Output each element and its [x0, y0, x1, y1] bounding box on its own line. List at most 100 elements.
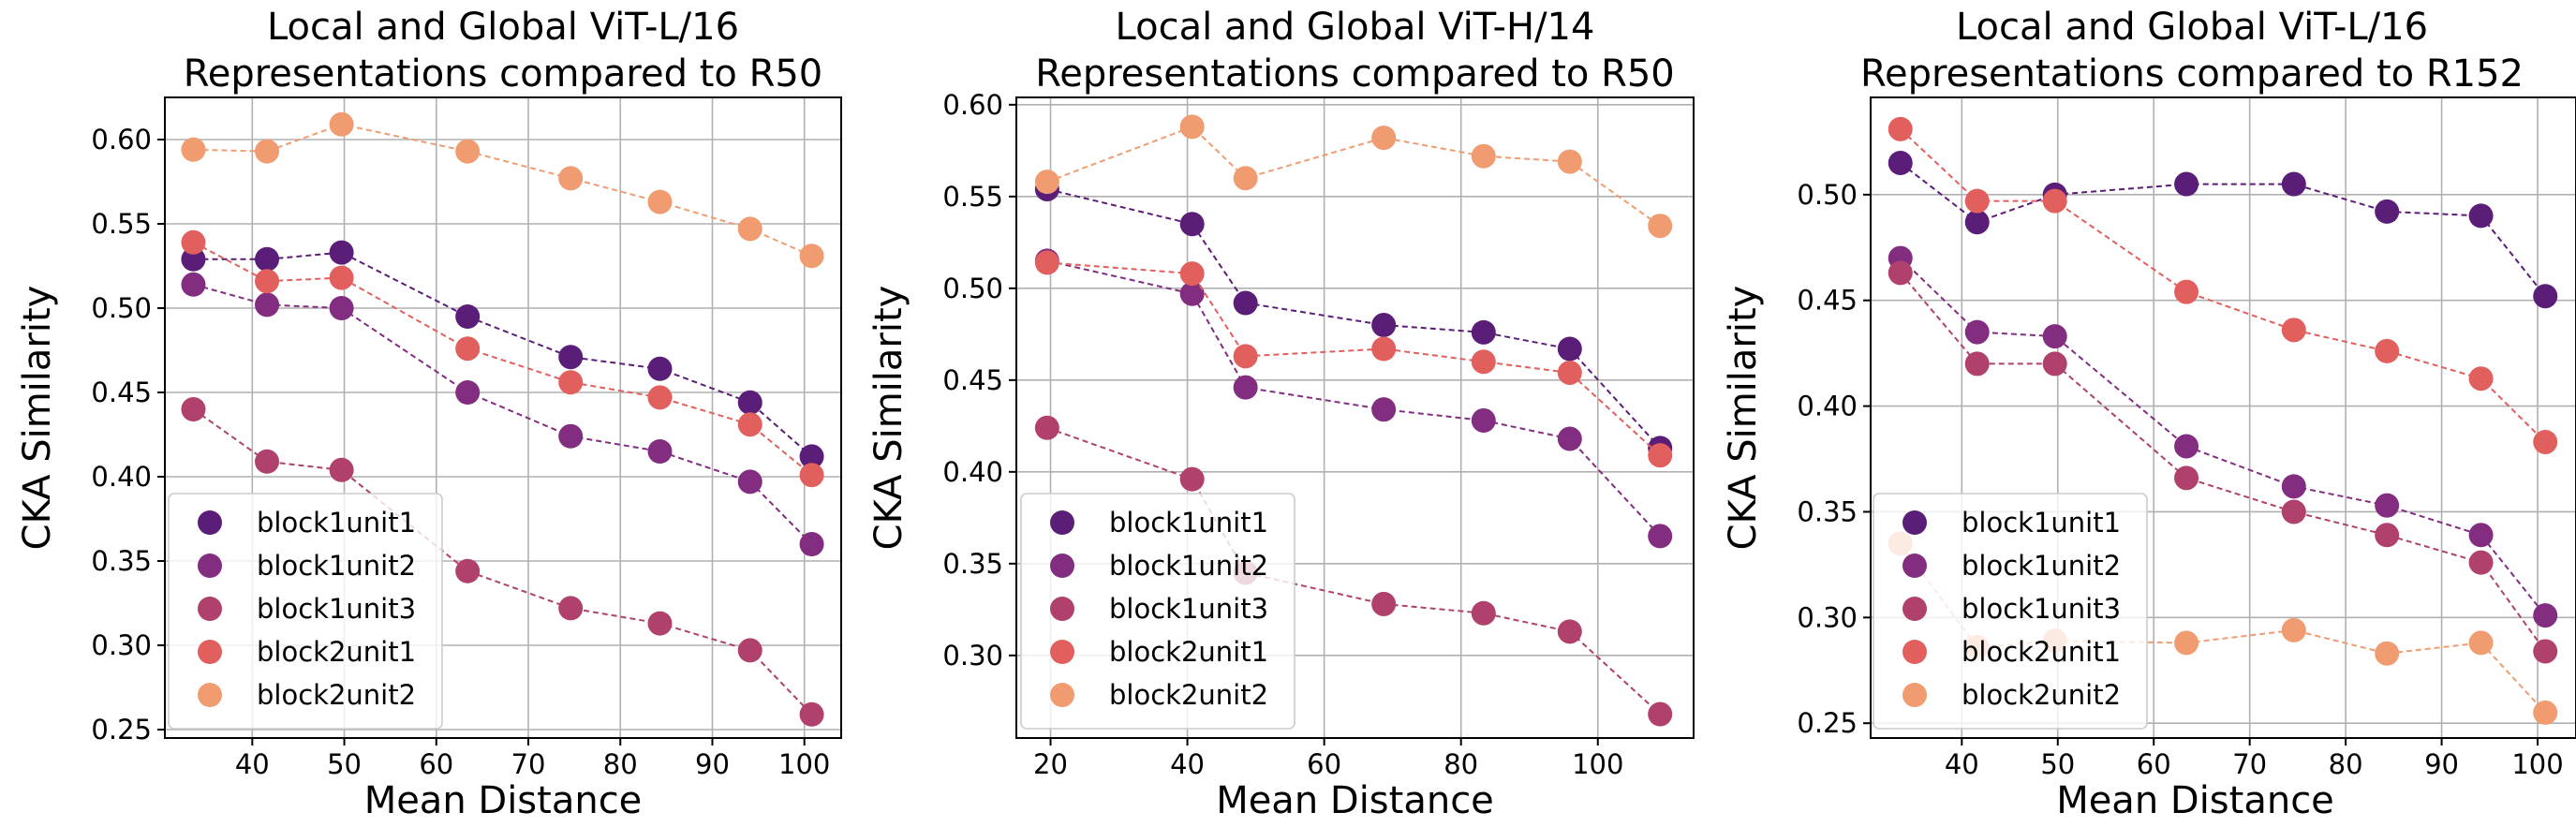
y-tick-label: 0.30: [1797, 601, 1858, 633]
data-point-block2unit2: [2281, 617, 2306, 642]
x-tick-label: 80: [1443, 748, 1478, 780]
data-point-block2unit1: [2042, 188, 2067, 214]
data-point-block1unit1: [1179, 212, 1205, 237]
data-point-block1unit2: [1233, 375, 1258, 400]
chart-panel-2: 20 40 60 80 100 0.30 0.35 0.40 0.45 0.50 0.55 0.60 M…: [867, 6, 1695, 822]
data-point-block1unit2: [1179, 281, 1205, 306]
y-tick-label: 0.40: [942, 456, 1003, 488]
legend-label-block2unit1: block2unit1: [1109, 636, 1268, 668]
x-tick-label: 70: [2232, 748, 2267, 780]
legend-label-block1unit1: block1unit1: [1962, 507, 2121, 539]
y-tick-label: 0.60: [942, 89, 1003, 121]
data-point-block1unit2: [1371, 397, 1397, 422]
data-point-block1unit1: [1371, 313, 1397, 338]
x-tick-label: 20: [1033, 748, 1068, 780]
data-point-block1unit1: [799, 444, 824, 469]
data-point-block1unit2: [737, 469, 762, 495]
x-tick-label: 50: [327, 748, 362, 780]
legend-marker-block1unit3: [198, 597, 222, 621]
y-tick-label: 0.45: [1797, 285, 1858, 317]
data-point-block1unit2: [2174, 434, 2199, 459]
legend-label-block2unit2: block2unit2: [257, 679, 416, 711]
data-point-block1unit3: [2533, 639, 2558, 664]
data-point-block1unit3: [2281, 499, 2306, 524]
x-tick-label: 80: [603, 748, 638, 780]
data-point-block1unit1: [1233, 290, 1258, 316]
series-line-block1unit1: [1900, 162, 2546, 297]
series-line-block1unit1: [193, 251, 813, 458]
data-point-block2unit1: [2533, 429, 2558, 454]
chart-title-line-1: Local and Global ViT-L/16: [267, 6, 739, 49]
data-point-block1unit1: [1964, 210, 1990, 235]
data-point-block1unit2: [329, 296, 354, 320]
data-point-block1unit3: [1371, 591, 1397, 616]
series-line-block1unit2: [193, 283, 813, 545]
legend-label-block2unit1: block2unit1: [257, 636, 416, 668]
data-point-block2unit1: [1179, 261, 1205, 287]
data-point-block1unit1: [1888, 150, 1913, 175]
data-point-block1unit2: [2375, 493, 2400, 518]
x-axis-label: Mean Distance: [1216, 779, 1494, 822]
data-point-block1unit3: [647, 611, 673, 636]
data-point-block2unit2: [2468, 630, 2494, 656]
data-point-block2unit1: [255, 269, 280, 294]
legend-marker-block2unit1: [1050, 640, 1074, 664]
y-tick-label: 0.45: [942, 364, 1003, 396]
y-tick-label: 0.35: [1797, 495, 1858, 527]
x-tick-label: 100: [778, 748, 830, 780]
y-axis-label: CKA Similarity: [16, 286, 59, 551]
y-tick-label: 0.40: [1797, 391, 1858, 422]
data-point-block1unit1: [647, 356, 673, 381]
data-point-block2unit1: [1648, 443, 1673, 468]
data-point-block2unit2: [799, 244, 824, 269]
series-line-block1unit2: [1900, 257, 2546, 616]
series-line-block1unit1: [1046, 188, 1661, 449]
data-point-block1unit3: [255, 449, 280, 474]
x-tick-label: 100: [1572, 748, 1623, 780]
legend-label-block1unit2: block1unit2: [257, 550, 416, 582]
data-point-block1unit3: [1034, 415, 1059, 440]
data-point-block2unit1: [647, 385, 673, 410]
data-point-block1unit1: [2174, 171, 2199, 197]
data-point-block2unit1: [1471, 349, 1496, 375]
y-tick-label: 0.40: [91, 461, 152, 493]
legend-marker-block1unit2: [1050, 554, 1074, 578]
data-point-block1unit2: [181, 272, 206, 297]
data-point-block1unit3: [1471, 600, 1496, 626]
data-point-block1unit2: [2042, 324, 2067, 349]
y-tick-label: 0.25: [91, 714, 152, 746]
data-point-block1unit2: [2533, 603, 2558, 628]
data-point-block1unit3: [2375, 523, 2400, 548]
plot-area: [1888, 116, 2558, 725]
x-axis-label: Mean Distance: [2056, 779, 2334, 822]
y-axis-label: CKA Similarity: [867, 286, 910, 551]
x-tick-label: 90: [2424, 748, 2459, 780]
data-point-block2unit2: [2375, 641, 2400, 666]
legend-label-block1unit1: block1unit1: [1109, 507, 1268, 539]
legend-marker-block1unit3: [1050, 597, 1074, 621]
data-point-block2unit1: [455, 336, 481, 362]
legend: block1unit1 block1unit2 block1unit3 block2u…: [168, 493, 443, 730]
y-tick-label: 0.30: [91, 629, 152, 661]
legend-marker-block1unit1: [1050, 510, 1074, 535]
data-point-block1unit1: [329, 240, 354, 265]
data-point-block1unit1: [1471, 319, 1496, 345]
data-point-block1unit2: [799, 532, 824, 556]
legend-marker-block1unit3: [1902, 597, 1927, 621]
data-point-block1unit2: [2281, 474, 2306, 499]
data-point-block2unit1: [2375, 338, 2400, 363]
data-point-block2unit1: [1888, 116, 1913, 141]
data-point-block2unit1: [1034, 250, 1059, 275]
data-point-block1unit3: [799, 701, 824, 727]
data-point-block1unit3: [1648, 701, 1673, 727]
y-axis-label: CKA Similarity: [1722, 286, 1765, 551]
data-point-block1unit3: [1557, 619, 1582, 644]
y-tick-label: 0.45: [91, 377, 152, 408]
y-tick-label: 0.30: [942, 640, 1003, 672]
legend: block1unit1 block1unit2 block1unit3 block2u…: [1020, 493, 1295, 730]
data-point-block1unit2: [1648, 524, 1673, 549]
data-point-block1unit3: [455, 558, 481, 583]
data-point-block2unit2: [2174, 630, 2199, 656]
data-point-block2unit1: [737, 412, 762, 437]
